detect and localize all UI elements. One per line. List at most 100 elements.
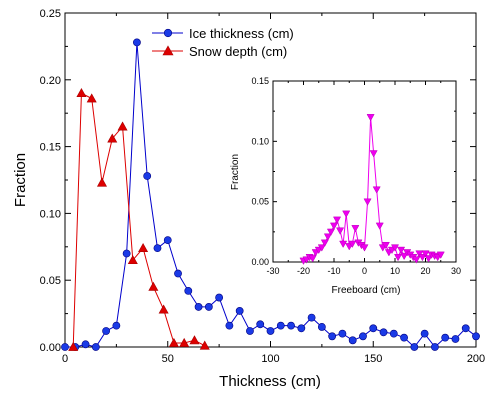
y-tick-label: 0.00 (40, 342, 61, 354)
main-series-group (61, 38, 480, 351)
main-x-axis: 0 50 100 150 200 (62, 13, 485, 365)
x-tick-label: -20 (297, 266, 310, 276)
data-point (323, 233, 332, 241)
y-tick-label: 0.00 (251, 257, 269, 267)
inset-y-axis-label: Fraction (230, 154, 241, 190)
legend-ice-label: Ice thickness (cm) (189, 26, 294, 41)
data-point (472, 332, 480, 341)
data-point (461, 324, 470, 333)
data-point (127, 255, 138, 265)
y-tick-label: 0.15 (40, 142, 61, 154)
data-point (102, 327, 110, 335)
data-point (189, 335, 200, 345)
data-point (184, 286, 193, 295)
x-tick-label: 50 (162, 353, 174, 365)
data-point (194, 303, 203, 311)
data-point (287, 321, 295, 330)
data-point (307, 313, 316, 322)
data-point (441, 333, 450, 342)
data-point (333, 216, 342, 224)
x-tick-label: 0 (62, 353, 68, 365)
data-point (76, 88, 87, 98)
data-point (81, 340, 90, 349)
data-point (153, 244, 162, 253)
data-point (174, 269, 182, 278)
data-point (418, 254, 427, 262)
data-point (112, 321, 121, 330)
data-point (359, 332, 367, 341)
y-tick-label: 0.05 (251, 197, 269, 207)
series-line-0 (65, 42, 477, 348)
legend: Ice thickness (cm) Snow depth (cm) (152, 26, 294, 59)
data-point (308, 255, 317, 263)
data-point (143, 172, 152, 180)
data-point (415, 250, 424, 258)
series-line-0 (303, 117, 442, 262)
x-tick-label: 0 (362, 266, 367, 276)
data-point (336, 227, 345, 235)
data-point (246, 327, 254, 335)
x-tick-label: 30 (451, 266, 461, 276)
data-point (158, 304, 169, 314)
y-tick-label: 0.05 (40, 275, 61, 287)
data-point (117, 121, 128, 131)
main-x-axis-label: Thickness (cm) (219, 373, 321, 390)
data-point (317, 244, 326, 252)
data-point (420, 329, 429, 338)
data-point (390, 244, 400, 252)
data-point (369, 324, 378, 333)
data-point (215, 293, 224, 302)
data-point (61, 343, 69, 351)
y-tick-label: 0.20 (40, 75, 61, 87)
data-point (266, 327, 275, 335)
data-point (179, 337, 190, 347)
data-point (326, 228, 335, 236)
data-point (363, 198, 372, 206)
data-point (366, 114, 375, 122)
inset-series-group (299, 114, 445, 265)
inset-x-axis-label: Freeboard (cm) (332, 285, 401, 296)
x-tick-label: 150 (364, 353, 382, 365)
data-point (91, 343, 100, 351)
data-point (348, 336, 357, 345)
data-point (168, 337, 179, 347)
data-point (199, 340, 210, 350)
data-point (412, 256, 421, 264)
data-point (163, 236, 172, 245)
data-point (338, 329, 347, 338)
data-point (68, 341, 79, 351)
x-tick-label: -10 (327, 266, 340, 276)
data-point (379, 328, 388, 337)
data-point (96, 177, 107, 187)
data-point (360, 244, 369, 252)
data-point (276, 321, 285, 330)
data-point (424, 255, 433, 263)
y-tick-label: 0.15 (251, 76, 269, 86)
data-point (342, 210, 351, 218)
legend-snow-marker (162, 45, 174, 56)
data-point (122, 249, 131, 258)
data-point (400, 333, 408, 342)
data-point (329, 222, 339, 230)
data-point (256, 320, 265, 329)
legend-ice-marker (163, 28, 173, 38)
data-point (389, 329, 398, 338)
y-tick-label: 0.25 (40, 8, 61, 20)
data-point (107, 133, 118, 143)
x-tick-label: 200 (467, 353, 485, 365)
data-point (138, 243, 149, 253)
data-point (317, 323, 326, 331)
data-point (297, 324, 306, 333)
data-point (351, 225, 360, 233)
legend-snow-label: Snow depth (cm) (189, 44, 287, 59)
x-tick-label: 20 (420, 266, 430, 276)
data-point (372, 186, 381, 194)
data-point (451, 335, 460, 343)
data-point (375, 222, 384, 230)
inset-x-axis: -30 -20 -10 0 10 20 30 (266, 81, 461, 276)
data-point (394, 254, 403, 262)
data-point (397, 246, 406, 255)
main-y-axis-label: Fraction (12, 153, 29, 207)
data-point (328, 332, 337, 341)
